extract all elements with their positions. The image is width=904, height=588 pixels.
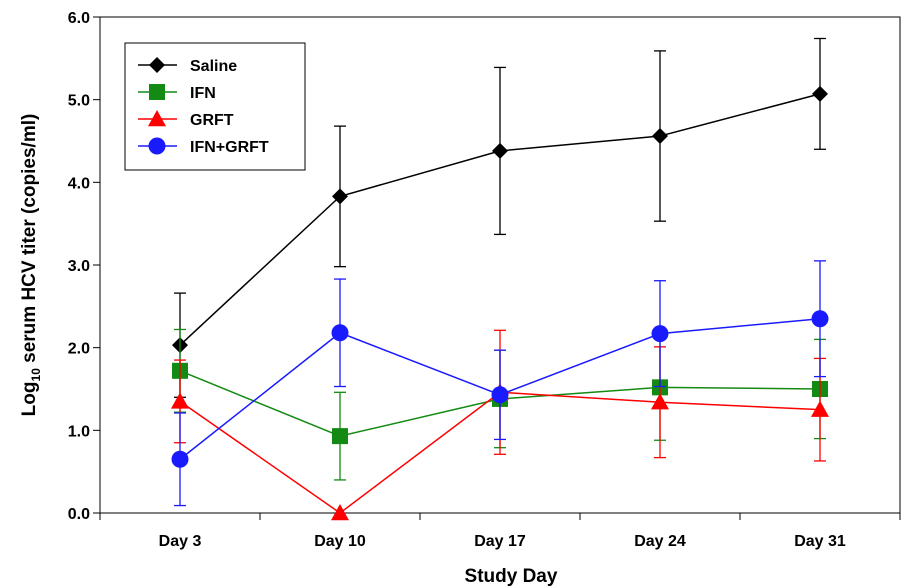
y-axis-title-suffix: serum HCV titer (copies/ml) (19, 114, 40, 368)
x-tick-label: Day 31 (794, 533, 846, 550)
legend: Saline IFN GRFT IFN+GRFT (124, 42, 306, 171)
data-point (331, 504, 349, 521)
data-point (332, 188, 348, 205)
y-tick-label: 0.0 (68, 506, 90, 523)
data-point (171, 392, 189, 409)
legend-marker (149, 84, 165, 100)
data-point (331, 324, 349, 342)
y-axis-title: Log10 serum HCV titer (copies/ml) (19, 114, 43, 417)
data-point (491, 386, 509, 404)
series-layer (171, 37, 829, 521)
y-tick-label: 2.0 (68, 341, 90, 358)
series-ifn-grft (171, 260, 829, 507)
y-axis-title-subscript: 10 (29, 368, 43, 382)
data-point (171, 450, 189, 468)
legend-marker (148, 110, 166, 127)
x-axis: Day 3 Day 10 Day 17 Day 24 Day 31 (99, 513, 901, 550)
data-point (652, 128, 668, 145)
data-point (332, 428, 348, 445)
y-tick-label: 3.0 (68, 258, 90, 275)
x-tick-label: Day 3 (159, 533, 202, 550)
x-tick-label: Day 10 (314, 533, 366, 550)
legend-label: Saline (190, 58, 237, 75)
data-point (492, 142, 508, 159)
legend-label: GRFT (190, 112, 234, 129)
legend-marker (149, 57, 165, 73)
data-point (651, 325, 669, 343)
y-axis-title-prefix: Log (19, 381, 40, 416)
x-tick-label: Day 24 (634, 533, 686, 550)
x-axis-title: Study Day (465, 566, 558, 587)
data-point (812, 85, 828, 102)
x-tick-label: Day 17 (474, 533, 526, 550)
legend-label: IFN+GRFT (190, 139, 269, 156)
y-tick-label: 6.0 (68, 10, 90, 27)
y-tick-label: 4.0 (68, 175, 90, 192)
data-point (811, 310, 829, 328)
legend-marker (148, 137, 166, 155)
data-point (811, 400, 829, 417)
legend-label: IFN (190, 85, 216, 102)
y-tick-label: 1.0 (68, 423, 90, 440)
y-tick-label: 5.0 (68, 93, 90, 110)
data-point (651, 393, 669, 410)
y-axis: 0.0 1.0 2.0 3.0 4.0 5.0 6.0 (68, 10, 100, 523)
